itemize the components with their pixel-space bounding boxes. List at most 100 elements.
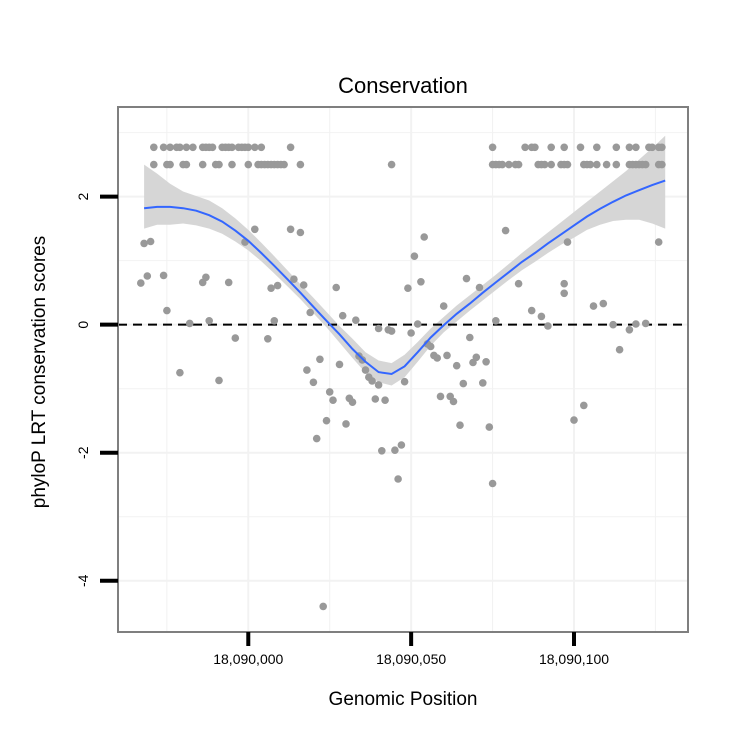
data-point [202, 273, 210, 282]
data-points [137, 143, 666, 611]
data-point [185, 319, 194, 328]
data-point [547, 143, 555, 152]
data-point [335, 360, 344, 369]
data-point [612, 160, 621, 169]
data-point [560, 289, 568, 298]
data-point [482, 358, 490, 366]
data-point [625, 326, 634, 334]
data-point [159, 143, 168, 152]
data-point [273, 281, 282, 290]
y-tick-label: -4 [75, 574, 91, 587]
data-point [410, 252, 419, 260]
data-point [449, 397, 458, 406]
data-point [394, 475, 402, 483]
data-point [182, 160, 191, 169]
data-point [205, 317, 213, 325]
data-point [348, 398, 357, 407]
data-point [456, 421, 464, 430]
data-point [658, 143, 666, 152]
data-point [641, 160, 650, 169]
data-point [488, 479, 497, 488]
data-point [189, 143, 197, 152]
data-point [267, 284, 275, 293]
data-point [404, 284, 412, 293]
data-point [312, 434, 321, 443]
data-point [599, 299, 608, 308]
data-point [602, 160, 611, 169]
data-point [531, 143, 539, 152]
data-point [342, 420, 350, 428]
data-point [514, 160, 523, 169]
y-tick-label: 2 [75, 193, 91, 201]
data-point [286, 225, 295, 234]
data-point [563, 238, 572, 246]
data-point [475, 283, 484, 292]
data-point [462, 274, 471, 283]
data-point [498, 160, 507, 169]
data-point [544, 322, 552, 330]
data-point [163, 306, 171, 315]
chart-title: Conservation [338, 73, 468, 98]
data-point [296, 160, 305, 169]
data-point [612, 143, 621, 152]
smooth-line [144, 179, 666, 376]
data-point [270, 317, 279, 325]
data-point [198, 160, 207, 169]
data-point [501, 226, 510, 235]
data-point [527, 306, 536, 315]
data-point [244, 160, 253, 169]
data-point [439, 302, 448, 310]
data-point [378, 447, 386, 455]
data-point [426, 342, 435, 351]
data-point [303, 366, 311, 374]
data-point [159, 271, 168, 280]
data-point [397, 441, 406, 449]
data-point [413, 320, 422, 328]
data-point [641, 319, 650, 328]
data-point [143, 272, 152, 280]
y-axis-label: phyloP LRT conservation scores [29, 236, 50, 509]
data-point [436, 392, 445, 401]
data-point [322, 416, 331, 425]
data-point [609, 320, 617, 329]
y-axis: -4 -2 0 2 [75, 193, 118, 587]
data-point [166, 143, 174, 152]
data-point [589, 302, 598, 310]
data-point [371, 395, 380, 403]
data-point [615, 345, 624, 354]
data-point [658, 160, 666, 169]
data-point [316, 355, 324, 364]
x-tick-label: 18,090,050 [376, 651, 446, 667]
data-point [264, 335, 272, 343]
data-point [576, 143, 585, 152]
data-point [166, 160, 174, 169]
data-point [368, 377, 376, 385]
data-point [466, 333, 474, 342]
data-point [632, 143, 640, 152]
data-point [485, 423, 494, 431]
data-point [452, 361, 461, 370]
data-point [514, 279, 523, 288]
data-point [319, 602, 328, 611]
data-point [257, 143, 266, 152]
data-point [492, 317, 500, 325]
data-point [361, 366, 370, 374]
data-point [459, 379, 468, 388]
x-axis-label: Genomic Position [329, 689, 478, 710]
data-point [521, 143, 529, 152]
data-point [387, 327, 396, 335]
data-point [332, 283, 341, 292]
data-point [479, 379, 487, 387]
data-point [593, 160, 601, 169]
data-point [140, 239, 148, 248]
data-point [150, 160, 158, 169]
data-point [654, 238, 663, 246]
data-point [228, 143, 236, 152]
data-point [329, 396, 337, 405]
x-tick-label: 18,090,000 [213, 651, 283, 667]
data-point [433, 354, 442, 362]
data-point [286, 143, 295, 152]
plot-panel [117, 106, 689, 633]
data-point [648, 143, 656, 152]
